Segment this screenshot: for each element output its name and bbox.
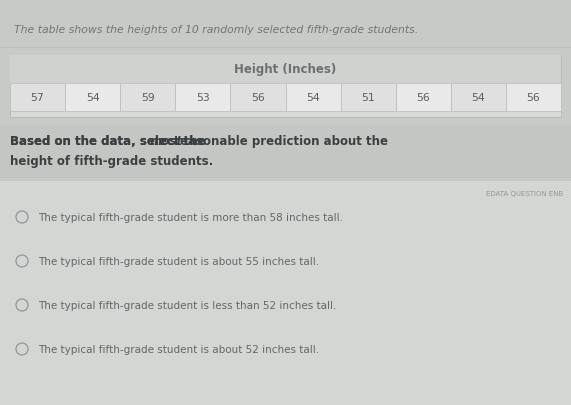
- FancyBboxPatch shape: [506, 84, 561, 112]
- FancyBboxPatch shape: [10, 56, 561, 84]
- FancyBboxPatch shape: [231, 84, 286, 112]
- Text: 54: 54: [306, 93, 320, 103]
- Text: The typical fifth-grade student is less than 52 inches tall.: The typical fifth-grade student is less …: [38, 300, 336, 310]
- FancyBboxPatch shape: [340, 84, 396, 112]
- Text: 51: 51: [361, 93, 375, 103]
- FancyBboxPatch shape: [0, 181, 571, 405]
- Text: Height (Inches): Height (Inches): [234, 63, 337, 76]
- FancyBboxPatch shape: [0, 0, 571, 48]
- Text: 56: 56: [251, 93, 265, 103]
- FancyBboxPatch shape: [451, 84, 506, 112]
- Text: The typical fifth-grade student is about 55 inches tall.: The typical fifth-grade student is about…: [38, 256, 319, 266]
- Text: reasonable prediction about the: reasonable prediction about the: [170, 135, 388, 148]
- FancyBboxPatch shape: [10, 84, 65, 112]
- Text: 57: 57: [31, 93, 45, 103]
- FancyBboxPatch shape: [65, 84, 120, 112]
- FancyBboxPatch shape: [286, 84, 340, 112]
- Text: height of fifth-grade students.: height of fifth-grade students.: [10, 155, 213, 168]
- FancyBboxPatch shape: [120, 84, 175, 112]
- Text: 59: 59: [141, 93, 155, 103]
- Text: 54: 54: [472, 93, 485, 103]
- Text: The typical fifth-grade student is about 52 inches tall.: The typical fifth-grade student is about…: [38, 344, 319, 354]
- Text: The typical fifth-grade student is more than 58 inches tall.: The typical fifth-grade student is more …: [38, 213, 343, 222]
- Text: Based on the data, select the: Based on the data, select the: [10, 135, 210, 148]
- Text: EDATA QUESTION ENB: EDATA QUESTION ENB: [486, 190, 563, 196]
- FancyBboxPatch shape: [10, 56, 561, 118]
- FancyBboxPatch shape: [0, 126, 571, 177]
- Text: most: most: [150, 135, 183, 148]
- Text: 56: 56: [416, 93, 430, 103]
- Text: Based on the data, select the: Based on the data, select the: [10, 135, 210, 148]
- Text: 53: 53: [196, 93, 210, 103]
- FancyBboxPatch shape: [175, 84, 231, 112]
- Text: 54: 54: [86, 93, 99, 103]
- Text: The table shows the heights of 10 randomly selected fifth-grade students.: The table shows the heights of 10 random…: [14, 25, 418, 35]
- Text: 56: 56: [526, 93, 540, 103]
- FancyBboxPatch shape: [396, 84, 451, 112]
